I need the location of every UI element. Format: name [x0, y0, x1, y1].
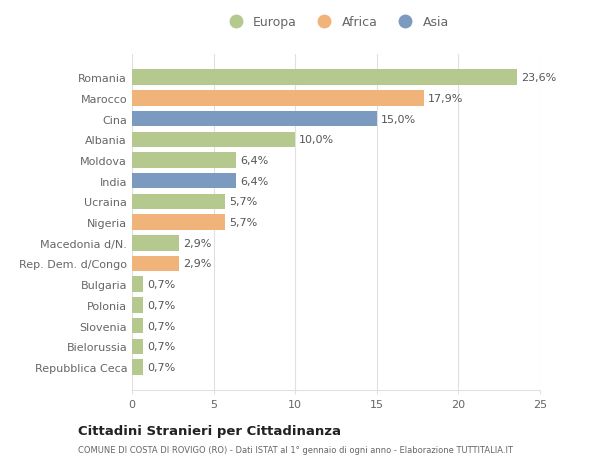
- Bar: [132, 91, 424, 106]
- Text: 0,7%: 0,7%: [148, 300, 176, 310]
- Bar: [132, 174, 236, 189]
- Bar: [132, 359, 143, 375]
- Text: 0,7%: 0,7%: [148, 362, 176, 372]
- Text: 2,9%: 2,9%: [184, 259, 212, 269]
- Bar: [132, 297, 143, 313]
- Text: 0,7%: 0,7%: [148, 321, 176, 331]
- Text: 17,9%: 17,9%: [428, 94, 464, 104]
- Text: 0,7%: 0,7%: [148, 341, 176, 352]
- Text: 15,0%: 15,0%: [381, 114, 416, 124]
- Text: 23,6%: 23,6%: [521, 73, 556, 83]
- Text: 0,7%: 0,7%: [148, 280, 176, 290]
- Text: 5,7%: 5,7%: [229, 218, 257, 228]
- Bar: [132, 153, 236, 168]
- Text: COMUNE DI COSTA DI ROVIGO (RO) - Dati ISTAT al 1° gennaio di ogni anno - Elabora: COMUNE DI COSTA DI ROVIGO (RO) - Dati IS…: [78, 445, 513, 454]
- Legend: Europa, Africa, Asia: Europa, Africa, Asia: [218, 11, 454, 34]
- Bar: [132, 194, 225, 210]
- Text: Cittadini Stranieri per Cittadinanza: Cittadini Stranieri per Cittadinanza: [78, 425, 341, 437]
- Text: 5,7%: 5,7%: [229, 197, 257, 207]
- Bar: [132, 235, 179, 251]
- Bar: [132, 318, 143, 334]
- Bar: [132, 132, 295, 148]
- Bar: [132, 277, 143, 292]
- Text: 6,4%: 6,4%: [241, 176, 269, 186]
- Text: 10,0%: 10,0%: [299, 135, 334, 145]
- Bar: [132, 70, 517, 86]
- Text: 2,9%: 2,9%: [184, 238, 212, 248]
- Bar: [132, 339, 143, 354]
- Bar: [132, 256, 179, 272]
- Text: 6,4%: 6,4%: [241, 156, 269, 166]
- Bar: [132, 112, 377, 127]
- Bar: [132, 215, 225, 230]
